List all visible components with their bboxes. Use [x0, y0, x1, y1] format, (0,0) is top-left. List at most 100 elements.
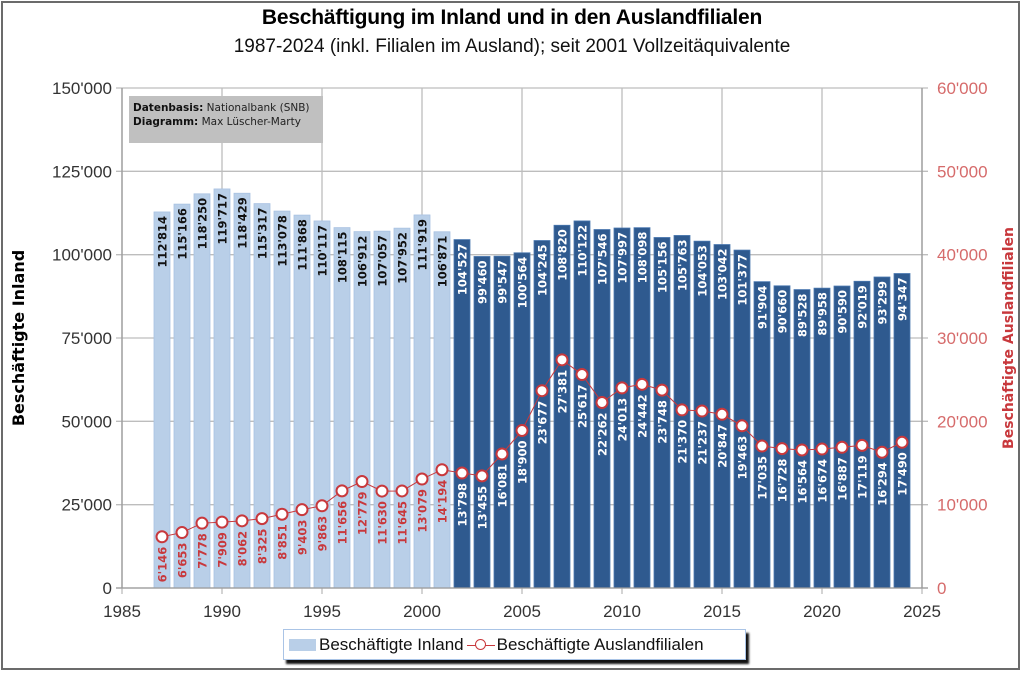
x-tick-label: 2010: [603, 602, 641, 621]
bar-value-label: 105'763: [676, 239, 690, 291]
x-tick-label: 2000: [403, 602, 441, 621]
point-value-label: 21'237: [696, 421, 710, 465]
bar-value-label: 90'660: [776, 290, 790, 334]
marker-ausland: [595, 395, 609, 409]
bar-inland: [493, 255, 511, 589]
y-tick-label-left: 100'000: [52, 246, 112, 265]
bar-value-label: 104'527: [456, 244, 470, 296]
bar-value-label: 108'098: [636, 232, 650, 284]
y-tick-label-right: 30'000: [937, 329, 988, 348]
marker-ausland: [435, 463, 449, 477]
tick-labels: 0 25'000 50'000 75'000 100'000 125'000 150'000…: [52, 79, 988, 621]
bar-value-label: 99'547: [496, 260, 510, 304]
bar-value-label: 113'078: [276, 215, 290, 267]
marker-ausland: [895, 435, 909, 449]
point-value-label: 16'674: [816, 459, 830, 503]
point-value-label: 13'079: [416, 489, 430, 533]
y-tick-label-left: 125'000: [52, 162, 112, 181]
marker-ausland: [555, 353, 569, 367]
y-axis-title-left: Beschäftigte Inland: [9, 250, 28, 426]
bar-value-label: 94'347: [896, 278, 910, 322]
bar-value-label: 106'912: [356, 236, 370, 288]
point-value-label: 12'779: [356, 492, 370, 536]
marker-ausland: [215, 515, 229, 529]
y-tick-label-left: 25'000: [61, 496, 112, 515]
point-value-label: 27'381: [556, 370, 570, 414]
marker-ausland: [335, 484, 349, 498]
marker-ausland: [675, 403, 689, 417]
point-value-label: 13'798: [456, 483, 470, 527]
point-value-label: 9'863: [316, 516, 330, 552]
marker-ausland: [875, 445, 889, 459]
bar-labels: 112'814 115'166 118'250 119'717 118'429 115'3…: [156, 193, 910, 337]
marker-ausland: [515, 424, 529, 437]
bar-value-label: 119'717: [216, 193, 230, 245]
marker-ausland: [455, 466, 469, 480]
chart-title: Beschäftigung im Inland und in den Ausla…: [261, 6, 763, 29]
marker-ausland: [175, 526, 189, 540]
bar-value-label: 108'115: [336, 232, 350, 284]
point-labels: 6'146 6'653 7'778 7'909 8'062 8'325 8'851 9'403…: [156, 370, 910, 582]
marker-ausland: [575, 368, 589, 382]
y-tick-label-left: 0: [103, 579, 112, 598]
marker-ausland: [295, 503, 309, 517]
point-value-label: 8'062: [236, 531, 250, 567]
marker-ausland: [535, 384, 549, 398]
marker-ausland: [635, 377, 649, 391]
y-axis-title-right: Beschäftigte Auslandfilialen: [1001, 227, 1017, 449]
y-tick-label-left: 75'000: [61, 329, 112, 348]
point-value-label: 14'194: [436, 480, 450, 524]
bar-value-label: 99'460: [476, 260, 490, 304]
bar-value-label: 106'871: [436, 236, 450, 288]
bar-value-label: 111'868: [296, 219, 310, 271]
y-tick-label-right: 40'000: [937, 246, 988, 265]
bar-inland: [473, 256, 491, 589]
point-value-label: 19'463: [736, 436, 750, 480]
bar-value-label: 110'122: [576, 225, 590, 277]
point-value-label: 8'851: [276, 524, 290, 560]
marker-ausland: [375, 484, 389, 498]
marker-ausland: [795, 443, 809, 457]
marker-ausland: [315, 499, 329, 513]
x-tick-label: 2025: [903, 602, 941, 621]
point-value-label: 7'778: [196, 533, 210, 569]
marker-ausland: [755, 439, 769, 453]
point-value-label: 16'294: [876, 462, 890, 506]
bar-value-label: 93'299: [876, 281, 890, 325]
author-key: Diagramm:: [133, 116, 199, 128]
point-value-label: 17'035: [756, 456, 770, 500]
bar-inland: [233, 192, 251, 589]
marker-ausland: [695, 404, 709, 418]
marker-ausland: [835, 440, 849, 454]
bar-value-label: 104'053: [696, 245, 710, 297]
point-value-label: 18'900: [516, 441, 530, 485]
point-value-label: 16'728: [776, 459, 790, 503]
y-tick-label-left: 150'000: [52, 79, 112, 98]
point-value-label: 20'847: [716, 424, 730, 468]
bar-value-label: 100'564: [516, 257, 530, 309]
marker-ausland: [475, 469, 489, 483]
legend-bar-label: Beschäftigte Inland: [319, 634, 464, 654]
bar-value-label: 105'156: [656, 241, 670, 293]
bar-value-label: 107'546: [596, 234, 610, 286]
bar-value-label: 107'057: [376, 235, 390, 287]
bar-value-label: 103'042: [716, 249, 730, 301]
source-annotation: Datenbasis: Nationalbank (SNB) Diagramm:…: [129, 96, 323, 143]
axes: [116, 88, 928, 589]
x-tick-label: 2005: [503, 602, 541, 621]
marker-ausland: [715, 407, 729, 421]
bar-value-label: 91'904: [756, 286, 770, 330]
bar-value-label: 101'377: [736, 254, 750, 306]
bar-value-label: 108'820: [556, 229, 570, 281]
legend-line-marker-icon: [466, 638, 495, 652]
point-value-label: 7'909: [216, 532, 230, 568]
marker-ausland: [495, 447, 509, 461]
y-tick-label-right: 10'000: [937, 496, 988, 515]
marker-ausland: [255, 512, 269, 526]
legend: Beschäftigte Inland Beschäftigte Ausland…: [283, 629, 746, 660]
point-value-label: 8'325: [256, 529, 270, 565]
y-tick-label-right: 20'000: [937, 412, 988, 431]
point-value-label: 6'653: [176, 543, 190, 579]
marker-ausland: [815, 442, 829, 456]
